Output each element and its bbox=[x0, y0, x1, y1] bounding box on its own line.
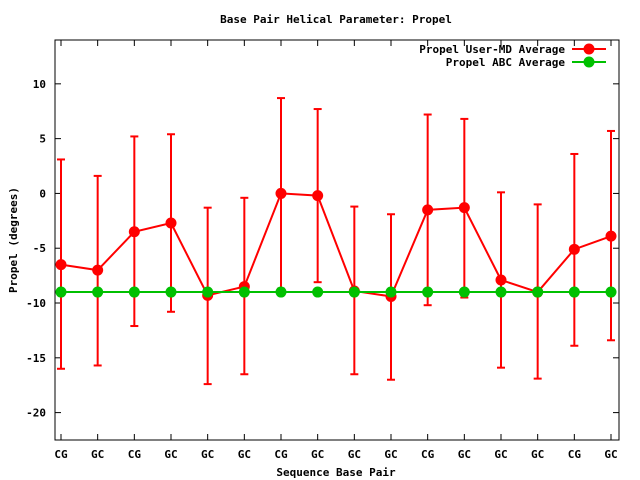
y-axis: -20 -15 -10 -5 0 5 10 bbox=[26, 78, 619, 420]
user-md-series-line bbox=[60, 192, 612, 298]
user-md-series-point bbox=[458, 202, 470, 214]
y-tick-label: -15 bbox=[26, 352, 46, 365]
x-tick-label: GC bbox=[458, 448, 471, 461]
y-tick-label: 10 bbox=[33, 78, 46, 91]
user-md-series-point bbox=[128, 226, 140, 238]
y-tick-label: -5 bbox=[33, 242, 46, 255]
x-tick-label: CG bbox=[568, 448, 582, 461]
abc-series-point bbox=[605, 286, 617, 298]
abc-series-point bbox=[312, 286, 324, 298]
abc-series-point bbox=[92, 286, 104, 298]
user-md-series-point bbox=[312, 190, 324, 202]
x-tick-label: CG bbox=[421, 448, 435, 461]
abc-series-point bbox=[532, 286, 544, 298]
abc-series-point bbox=[165, 286, 177, 298]
abc-series-point bbox=[55, 286, 67, 298]
legend-label: Propel ABC Average bbox=[446, 56, 566, 69]
abc-series-point bbox=[275, 286, 287, 298]
x-tick-label: GC bbox=[531, 448, 544, 461]
x-tick-label: GC bbox=[604, 448, 617, 461]
legend-swatch-marker bbox=[583, 56, 595, 68]
series-layer bbox=[55, 97, 617, 386]
x-tick-label: CG bbox=[128, 448, 142, 461]
legend-swatch-marker bbox=[583, 43, 595, 55]
abc-series-point bbox=[348, 286, 360, 298]
user-md-series-point bbox=[568, 243, 580, 255]
abc-series-point bbox=[458, 286, 470, 298]
user-md-series-point bbox=[605, 230, 617, 242]
x-tick-label: GC bbox=[494, 448, 507, 461]
abc-series-point bbox=[202, 286, 214, 298]
x-tick-label: GC bbox=[311, 448, 324, 461]
x-tick-label: GC bbox=[164, 448, 177, 461]
user-md-series-point bbox=[92, 264, 104, 276]
x-axis: CG GC CG GC GC GC CG GC GC GC CG GC GC GC CG GC bbox=[54, 40, 618, 461]
chart-title: Base Pair Helical Parameter: Propel bbox=[220, 13, 452, 26]
y-tick-label: 0 bbox=[39, 187, 46, 200]
abc-series-point bbox=[385, 286, 397, 298]
user-md-series-point bbox=[495, 274, 507, 286]
abc-series-point bbox=[128, 286, 140, 298]
y-tick-label: -20 bbox=[26, 407, 46, 420]
x-tick-label: GC bbox=[384, 448, 397, 461]
x-tick-label: GC bbox=[201, 448, 214, 461]
user-md-series-point bbox=[55, 259, 67, 271]
x-tick-label: GC bbox=[238, 448, 251, 461]
legend-label: Propel User-MD Average bbox=[419, 43, 565, 56]
y-axis-label: Propel (degrees) bbox=[7, 187, 20, 293]
abc-series-point bbox=[495, 286, 507, 298]
x-tick-label: GC bbox=[91, 448, 104, 461]
user-md-series-point bbox=[275, 187, 287, 199]
abc-series-point bbox=[568, 286, 580, 298]
x-tick-label: CG bbox=[274, 448, 288, 461]
user-md-series-point bbox=[165, 217, 177, 229]
y-tick-label: -10 bbox=[26, 297, 46, 310]
y-tick-label: 5 bbox=[39, 133, 46, 146]
x-tick-label: CG bbox=[54, 448, 68, 461]
plot-frame bbox=[54, 39, 620, 441]
x-axis-label: Sequence Base Pair bbox=[276, 466, 396, 479]
user-md-series-point bbox=[422, 204, 434, 216]
x-tick-label: GC bbox=[348, 448, 361, 461]
abc-series-point bbox=[422, 286, 434, 298]
abc-series-point bbox=[238, 286, 250, 298]
